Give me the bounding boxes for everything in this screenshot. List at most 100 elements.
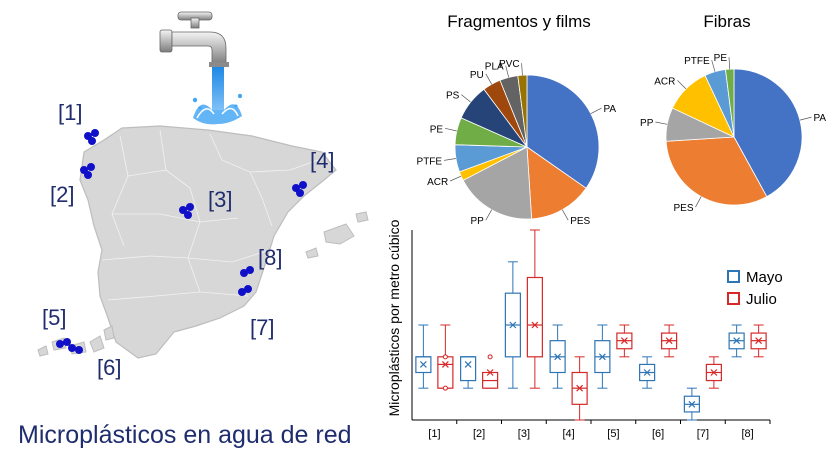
sampling-markers <box>56 129 307 354</box>
box-mayo-site-4 <box>549 324 566 389</box>
pie-title-fibras: Fibras <box>703 12 750 31</box>
legend-swatch-julio <box>727 292 740 305</box>
box-outlier-point <box>442 354 448 360</box>
map-panel: [1] [2] [3] [4] [5] [6] [7] [8] Microplá… <box>18 11 369 449</box>
boxplot-chart: [1] [2] [3] [4] [5] [6] [7] [8] Microplásticos … <box>386 219 783 440</box>
iberian-peninsula-map <box>79 125 337 359</box>
box-iqr <box>460 356 477 382</box>
site-label-1: [1] <box>58 100 82 125</box>
box-outlier-point <box>442 385 448 391</box>
boxplot-x-tick-label-6: [6] <box>652 428 664 440</box>
pie-fibras-label-acr: ACR <box>654 76 675 87</box>
pie-fibras-leader-pes <box>695 196 702 208</box>
pie-fibras-label-pes: PES <box>673 203 693 214</box>
pie-fragmentos-label-pe: PE <box>430 124 444 135</box>
pie-fragmentos-label-pp: PP <box>470 216 484 227</box>
box-mean-marker <box>620 337 628 345</box>
pie-fragmentos-leader-pp <box>485 209 493 221</box>
pie-fragmentos-label-pvc: PVC <box>499 59 520 70</box>
box-mean-marker <box>665 337 673 345</box>
pie-fragmentos-leader-pvc <box>521 63 523 76</box>
faucet-icon <box>159 11 229 67</box>
box-mean-marker <box>755 337 763 345</box>
pie-fragmentos-leader-pes <box>561 209 569 221</box>
site-7-marker <box>238 285 252 296</box>
pie-fibras-slice-pes <box>665 136 768 206</box>
box-mayo-site-2 <box>460 356 477 389</box>
pie-fibras-label-pp: PP <box>640 118 654 129</box>
pie-fragmentos-leader-ps <box>461 94 471 103</box>
box-mean-marker <box>464 361 472 368</box>
box-julio-site-2 <box>482 354 499 389</box>
box-mean-marker <box>531 321 539 329</box>
box-mean-marker <box>688 400 696 408</box>
boxplot-y-axis-label: Microplásticos por metro cúbico <box>386 219 402 416</box>
box-mayo-site-5 <box>594 324 611 389</box>
box-julio-site-4 <box>571 356 588 421</box>
pie-fragmentos-slice-pvc <box>517 74 528 148</box>
pie-fragmentos-leader-pu <box>485 73 493 85</box>
pie-fragmentos-label-pu: PU <box>470 70 484 81</box>
pie-fibras-label-pe: PE <box>714 53 728 64</box>
boxplot-x-tick-label-1: [1] <box>428 428 440 440</box>
pie-fibras-slice-pe <box>725 68 735 138</box>
balearic-islands <box>305 211 369 259</box>
figure-caption: Microplásticos en agua de red <box>18 421 352 449</box>
box-mayo-site-7 <box>683 387 700 421</box>
box-mean-marker <box>486 369 494 376</box>
site-6-marker <box>68 344 83 354</box>
pie-fragmentos-label-acr: ACR <box>427 177 448 188</box>
site-4-marker <box>292 181 307 197</box>
pie-fragmentos-label-pes: PES <box>570 216 590 227</box>
pie-fragmentos-label-pla: PLA <box>485 62 504 73</box>
legend-label-mayo: Mayo <box>746 269 783 286</box>
box-mean-marker <box>576 384 584 392</box>
box-mean-marker <box>598 353 606 361</box>
box-mayo-site-8 <box>728 324 745 358</box>
boxplot-x-tick-label-4: [4] <box>562 428 574 440</box>
boxplot-x-tick-label-2: [2] <box>473 428 485 440</box>
site-8-marker <box>240 266 254 277</box>
legend-label-julio: Julio <box>746 291 777 308</box>
box-mean-marker <box>441 361 449 368</box>
pie-fragmentos-leader-pe <box>445 127 457 132</box>
boxplot-x-tick-label-3: [3] <box>518 428 530 440</box>
box-mean-marker <box>419 361 427 368</box>
site-label-2: [2] <box>50 182 74 207</box>
box-julio-site-1 <box>437 324 454 391</box>
box-julio-site-7 <box>705 356 722 389</box>
box-mean-marker <box>554 353 562 361</box>
site-2-marker <box>80 163 95 179</box>
pie-chart-fibras: Fibras PA PES PP ACR PTFE PE <box>640 12 826 214</box>
pie-fibras-leader-pe <box>728 57 731 70</box>
pie-fragmentos-leader-pa <box>590 107 602 115</box>
site-5-marker <box>56 338 71 348</box>
pie-title-fragmentos: Fragmentos y films <box>447 12 591 31</box>
pie-chart-fragmentos: Fragmentos y films PAPESPPACRPTFEPEPSPUP… <box>417 12 617 227</box>
pie-fragmentos-label-pa: PA <box>604 104 617 115</box>
box-mean-marker <box>509 321 517 329</box>
box-mayo-site-1 <box>415 324 432 389</box>
box-mean-marker <box>643 369 651 376</box>
site-label-3: [3] <box>208 187 232 212</box>
boxplot-legend: Mayo Julio <box>727 269 783 308</box>
pie-fragmentos-leader-acr <box>450 175 462 182</box>
site-label-6: [6] <box>97 355 121 380</box>
pie-fibras-slice-pa <box>733 68 803 198</box>
box-outlier-point <box>487 354 493 360</box>
pie-fragmentos-leader-pla <box>505 65 510 78</box>
site-1-marker <box>84 129 99 145</box>
box-julio-site-3 <box>526 229 543 389</box>
pie-fibras-leader-pp <box>655 121 668 125</box>
box-julio-site-8 <box>750 324 767 358</box>
box-julio-site-6 <box>661 324 678 358</box>
site-label-5: [5] <box>42 305 66 330</box>
water-splash-icon <box>192 67 243 125</box>
pie-fibras-leader-pa <box>799 116 812 121</box>
pie-fragmentos-slice-pa <box>526 74 600 189</box>
boxplot-x-tick-label-8: [8] <box>741 428 753 440</box>
box-mean-marker <box>733 337 741 345</box>
pie-fragmentos-label-ps: PS <box>446 91 460 102</box>
box-julio-site-5 <box>616 324 633 358</box>
